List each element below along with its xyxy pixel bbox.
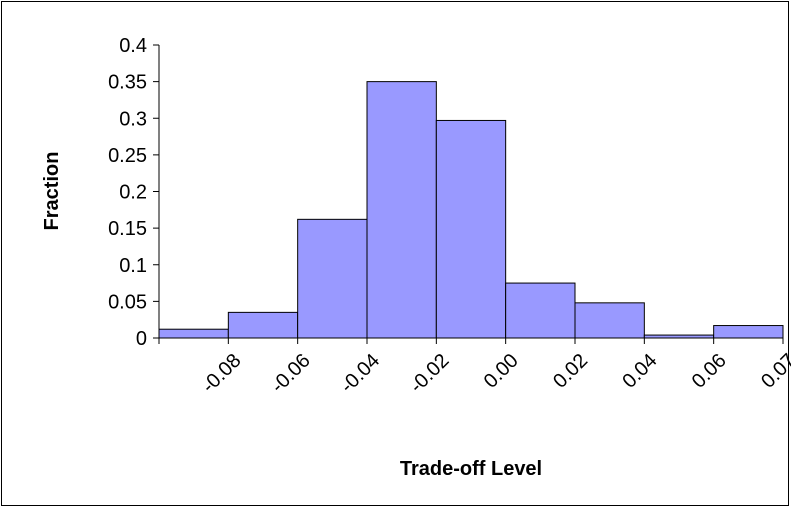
y-tick-label: 0.25 bbox=[108, 145, 147, 167]
histogram-bar bbox=[298, 219, 367, 338]
y-tick-label: 0.2 bbox=[119, 182, 147, 204]
histogram-bar bbox=[367, 82, 436, 338]
y-tick-label: 0 bbox=[136, 328, 147, 350]
x-tick-label: 0.06 bbox=[688, 350, 731, 393]
y-tick-label: 0.4 bbox=[119, 35, 147, 57]
histogram-bar bbox=[506, 283, 575, 338]
y-tick-label: 0.35 bbox=[108, 72, 147, 94]
y-axis-title: Fraction bbox=[41, 152, 63, 231]
histogram-bar bbox=[714, 326, 783, 338]
x-tick-label: 0.02 bbox=[549, 350, 592, 393]
x-tick-label: 0.07 bbox=[757, 350, 791, 393]
histogram-bar bbox=[159, 329, 228, 338]
y-tick-label: 0.15 bbox=[108, 218, 147, 240]
histogram-bar bbox=[575, 303, 644, 338]
x-ticks-group: -0.08 -0.06 -0.04 -0.02 0.00 0.02 0.04 0.06 0.07 bbox=[159, 338, 791, 397]
histogram-bar bbox=[228, 312, 297, 338]
x-tick-label: 0.04 bbox=[618, 350, 661, 393]
y-tick-label: 0.05 bbox=[108, 291, 147, 313]
y-tick-label: 0.3 bbox=[119, 108, 147, 130]
x-tick-label: -0.06 bbox=[267, 350, 315, 398]
x-tick-label: 0.00 bbox=[480, 350, 523, 393]
y-tick-label: 0.1 bbox=[119, 255, 147, 277]
y-ticks-group: 0 0.05 0.1 0.15 0.2 0.25 0.3 0.35 0.4 bbox=[108, 35, 159, 350]
x-tick-label: -0.02 bbox=[406, 350, 454, 398]
histogram-bar bbox=[436, 120, 505, 338]
x-tick-label: -0.08 bbox=[198, 350, 246, 398]
x-axis-title: Trade-off Level bbox=[400, 458, 542, 480]
x-tick-label: -0.04 bbox=[336, 350, 384, 398]
bars-group bbox=[159, 82, 783, 338]
